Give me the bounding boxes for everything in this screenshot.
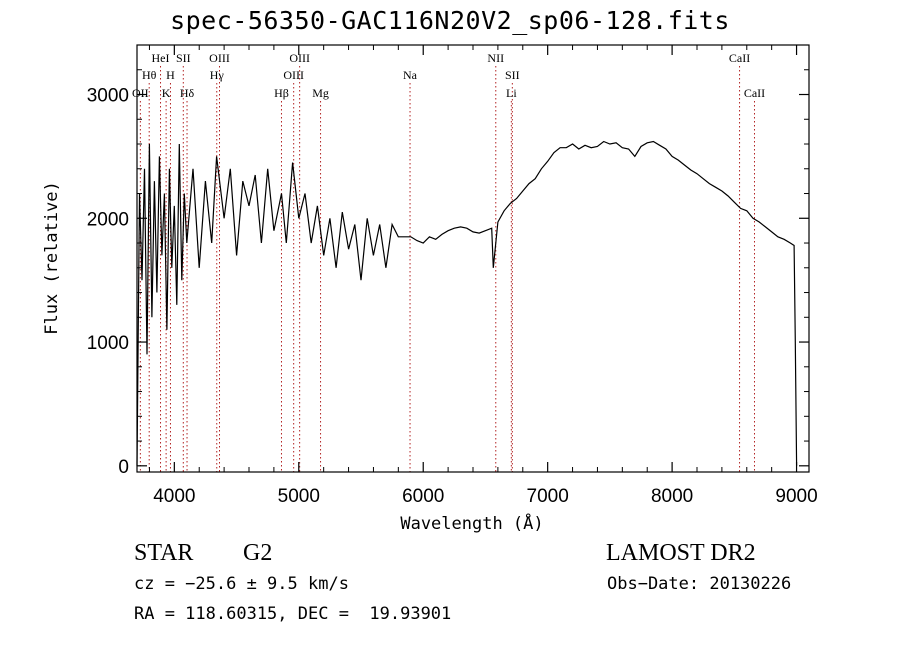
emission-line-label: CaII (729, 51, 750, 65)
x-tick-label: 9000 (775, 486, 817, 507)
x-tick-label: 8000 (651, 486, 693, 507)
emission-line-markers (139, 66, 755, 472)
emission-line-label: OIII (283, 68, 304, 82)
x-tick-label: 5000 (278, 486, 320, 507)
emission-line-label: OII (132, 86, 149, 100)
emission-line-label: Hδ (180, 86, 195, 100)
survey-name: LAMOST DR2 (606, 540, 756, 566)
emission-line-label: K (162, 86, 171, 100)
emission-line-label: HeI (152, 51, 170, 65)
emission-line-label: Hθ (142, 68, 157, 82)
redshift-velocity: cz = −25.6 ± 9.5 km/s (134, 574, 349, 594)
emission-line-label: OIII (289, 51, 310, 65)
emission-line-label: SII (176, 51, 191, 65)
plot-frame (136, 44, 810, 473)
emission-line-label: SII (505, 68, 520, 82)
y-tick-label: 2000 (87, 209, 129, 230)
chart-title: spec-56350-GAC116N20V2_sp06-128.fits (170, 6, 730, 35)
y-axis-ticks: 0 1000 2000 3000 (87, 44, 809, 478)
emission-line-label: Hγ (210, 68, 225, 82)
emission-line-label: CaII (744, 86, 765, 100)
y-axis-label: Flux (relative) (42, 181, 62, 335)
x-tick-label: 7000 (527, 486, 569, 507)
observation-date: Obs−Date: 20130226 (607, 574, 792, 594)
x-tick-label: 6000 (402, 486, 444, 507)
x-tick-label: 4000 (153, 486, 195, 507)
emission-line-label: NII (487, 51, 504, 65)
emission-line-labels: OIIHθHeIKHSIIHδOIIIHγHβOIIIOIIIMgNaNIISI… (132, 51, 765, 100)
emission-line-label: Hβ (274, 86, 289, 100)
object-subclass: G2 (243, 540, 273, 566)
x-axis-label: Wavelength (Å) (400, 512, 543, 534)
emission-line-label: Na (403, 68, 418, 82)
x-axis-ticks: 4000 5000 6000 7000 8000 9000 (148, 45, 818, 507)
sky-coordinates: RA = 118.60315, DEC = 19.93901 (134, 604, 452, 624)
spectrum-series-line (136, 140, 798, 466)
y-tick-label: 3000 (87, 86, 129, 107)
y-tick-label: 1000 (87, 333, 129, 354)
object-class: STAR (134, 540, 194, 566)
y-tick-label: 0 (118, 457, 129, 478)
emission-line-label: Li (506, 86, 517, 100)
emission-line-label: H (166, 68, 175, 82)
emission-line-label: OIII (209, 51, 230, 65)
emission-line-label: Mg (312, 86, 329, 100)
